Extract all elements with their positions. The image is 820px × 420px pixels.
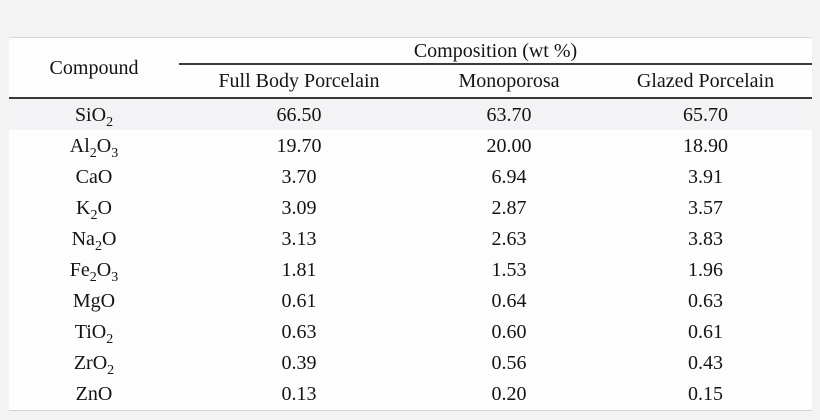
value-cell: 0.15 [688,382,724,405]
value-cell: 18.90 [683,134,729,157]
composition-group-header: Composition (wt %) [179,38,813,65]
table-row: MgO 0.61 0.64 0.63 [9,285,812,316]
value-cell: 0.20 [491,382,527,405]
compound-cell: TiO2 [74,320,114,347]
table-row: CaO 3.70 6.94 3.91 [9,161,812,192]
table-row: ZnO 0.13 0.20 0.15 [9,378,812,409]
value-cell: 20.00 [486,134,532,157]
value-cell: 3.91 [688,165,724,188]
table-row: ZrO2 0.39 0.56 0.43 [9,347,812,378]
table-row: SiO2 66.50 63.70 65.70 [9,98,813,130]
value-cell: 2.87 [491,196,527,219]
value-cell: 3.83 [688,227,724,250]
compound-cell: Al2O3 [69,134,119,161]
value-cell: 2.63 [491,227,527,250]
value-cell: 0.64 [491,289,527,312]
value-cell: 66.50 [179,98,419,130]
value-cell: 1.96 [688,258,724,281]
value-cell: 1.53 [491,258,527,281]
compound-cell: K2O [76,196,112,223]
value-cell: 3.09 [281,196,317,219]
value-cell: 0.56 [491,351,527,374]
table-row: Al2O3 19.70 20.00 18.90 [9,130,812,161]
compound-cell: ZrO2 [73,351,115,378]
value-cell: 65.70 [599,98,813,130]
compound-column-header: Compound [9,38,179,99]
table-row: K2O 3.09 2.87 3.57 [9,192,812,223]
value-cell: 3.13 [281,227,317,250]
column-header-full-body-porcelain: Full Body Porcelain [179,64,419,99]
value-cell: 0.13 [281,382,317,405]
value-cell: 0.60 [491,320,527,343]
value-cell: 3.70 [281,165,317,188]
value-cell: 0.39 [281,351,317,374]
compound-cell: Na2O [71,227,117,254]
compound-cell: CaO [75,165,113,188]
value-cell: 3.57 [688,196,724,219]
header-row-columns: Full Body Porcelain Monoporosa Glazed Po… [9,64,813,99]
value-cell: 63.70 [419,98,599,130]
value-cell: 1.81 [281,258,317,281]
value-cell: 0.63 [688,289,724,312]
value-cell: 0.43 [688,351,724,374]
column-header-monoporosa: Monoporosa [419,64,599,99]
compound-cell: ZnO [75,382,113,405]
table-row: TiO2 0.63 0.60 0.61 [9,316,812,347]
table-row: Fe2O3 1.81 1.53 1.96 [9,254,812,285]
column-header-glazed-porcelain: Glazed Porcelain [599,64,813,99]
table-row: Na2O 3.13 2.63 3.83 [9,223,812,254]
value-cell: 6.94 [491,165,527,188]
composition-table: Compound Composition (wt %) Full Body Po… [9,38,813,409]
compound-cell: Fe2O3 [69,258,119,285]
table-body: SiO2 66.50 63.70 65.70 Al2O3 19.70 20.00 18.90 C… [9,98,813,409]
value-cell: 0.61 [688,320,724,343]
value-cell: 0.61 [281,289,317,312]
value-cell: 0.63 [281,320,317,343]
composition-table-sheet: Compound Composition (wt %) Full Body Po… [9,37,813,411]
header-row-group: Compound Composition (wt %) [9,38,813,99]
compound-cell: MgO [72,289,116,312]
value-cell: 19.70 [276,134,322,157]
compound-cell: SiO2 [9,98,179,130]
